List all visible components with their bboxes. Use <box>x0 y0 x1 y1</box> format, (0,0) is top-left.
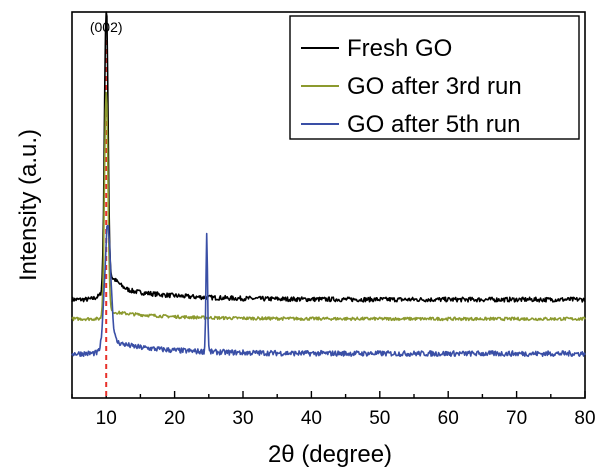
legend-label-fresh-go: Fresh GO <box>347 35 452 62</box>
x-tick-label: 80 <box>574 408 595 429</box>
x-axis-tick-labels: 10 20 30 40 50 60 70 80 <box>96 408 596 429</box>
plot-frame <box>71 11 586 399</box>
series-line <box>71 224 586 358</box>
x-tick-label: 20 <box>164 408 185 429</box>
x-axis-ticks <box>71 391 586 398</box>
legend: Fresh GO GO after 3rd run GO after 5th r… <box>289 15 580 140</box>
x-tick-label: 70 <box>506 408 527 429</box>
legend-label-go-5th-run: GO after 5th run <box>347 111 520 138</box>
series-lines <box>71 11 586 358</box>
series-line <box>71 11 586 303</box>
y-axis-title: Intensity (a.u.) <box>15 129 42 281</box>
x-tick-label: 50 <box>369 408 390 429</box>
x-tick-label: 40 <box>301 408 322 429</box>
x-tick-label: 10 <box>96 408 117 429</box>
legend-box <box>289 15 580 140</box>
series-line <box>71 91 586 322</box>
x-axis-title: 2θ (degree) <box>268 441 392 468</box>
x-tick-label: 60 <box>438 408 459 429</box>
x-tick-label: 30 <box>232 408 253 429</box>
legend-label-go-3rd-run: GO after 3rd run <box>347 73 522 100</box>
